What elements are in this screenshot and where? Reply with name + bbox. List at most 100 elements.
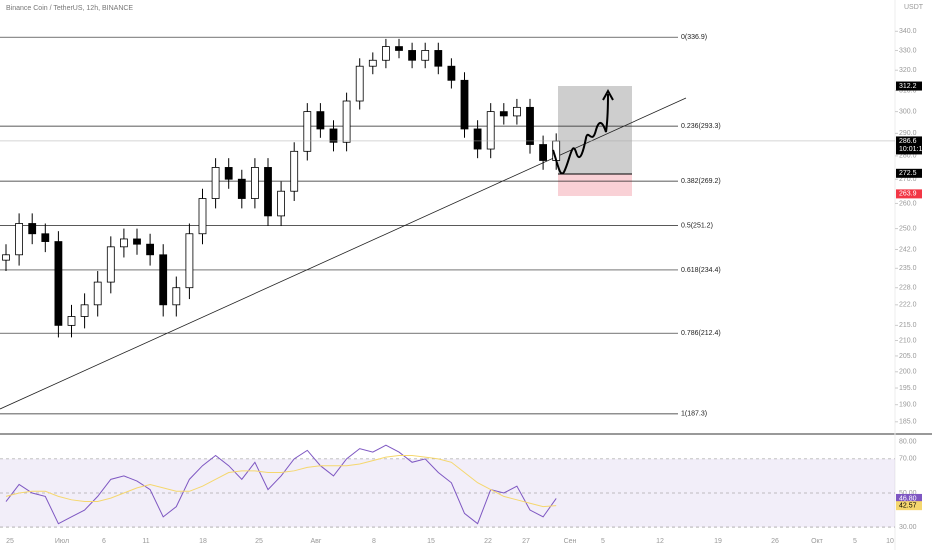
price-marker-label: 286.6 (899, 138, 917, 145)
candle-body (172, 287, 181, 306)
candle-body (2, 254, 10, 261)
price-marker (896, 81, 922, 91)
y-tick-label: 205.0 (899, 353, 917, 360)
projection-arrowhead (602, 88, 614, 101)
fib-label: 0.5(251.2) (681, 222, 713, 229)
candle-body (499, 111, 508, 117)
trendline (0, 97, 687, 410)
rsi-line (5, 454, 557, 508)
fib-label: 0.382(269.2) (681, 178, 721, 185)
candle-body (381, 46, 390, 61)
y-tick-label: 270.0 (899, 176, 917, 183)
candle-body (146, 243, 155, 256)
candle-body (303, 111, 312, 152)
price-marker-label: 272.5 (899, 170, 917, 177)
projection-path (552, 93, 609, 175)
x-tick-label: Сен (564, 538, 577, 545)
y-tick-label: 215.0 (899, 322, 917, 329)
candle-body (277, 190, 286, 217)
fib-label: 0.786(212.4) (681, 330, 721, 337)
candle-body (447, 65, 456, 81)
candle-body (395, 46, 403, 51)
candle-body (355, 65, 364, 102)
x-tick-label: 26 (771, 538, 779, 545)
y-tick-label: 280.0 (899, 153, 917, 160)
x-tick-label: 18 (199, 538, 207, 545)
candle-body (237, 178, 246, 199)
y-tick-label: 242.0 (899, 246, 917, 253)
rsi-line (5, 444, 557, 525)
x-tick-label: 6 (102, 538, 106, 545)
candle-body (264, 167, 272, 217)
y-tick-label: 190.0 (899, 402, 917, 409)
candle-body (539, 144, 547, 161)
candle-body (224, 167, 233, 180)
rsi-tick-label: 70.00 (899, 456, 917, 463)
rsi-marker (896, 493, 922, 503)
y-tick-label: 210.0 (899, 337, 917, 344)
y-tick-label: 340.0 (899, 28, 917, 35)
candle-body (211, 167, 220, 199)
x-tick-label: 5 (601, 538, 605, 545)
candle-body (342, 100, 351, 143)
y-tick-label: 310.0 (899, 87, 917, 94)
y-tick-label: 290.0 (899, 130, 917, 137)
candle-body (526, 106, 534, 145)
fib-label: 0(336.9) (681, 34, 707, 41)
x-tick-label: Окт (811, 538, 824, 545)
candle-body (460, 79, 469, 130)
fib-label: 0.236(293.3) (681, 123, 721, 130)
candle-body (67, 316, 76, 326)
chart-title: Binance Coin / TetherUS, 12h, BINANCE (6, 5, 133, 12)
candle-body (368, 59, 377, 67)
x-tick-label: 15 (427, 538, 435, 545)
x-tick-label: Июл (55, 538, 69, 545)
candle-body (198, 198, 207, 235)
y-tick-label: 195.0 (899, 385, 917, 392)
candle-body (41, 233, 50, 242)
candle-body (250, 167, 259, 199)
price-marker (896, 168, 922, 178)
rsi-marker (896, 501, 922, 511)
price-marker-label: 312.2 (899, 83, 917, 90)
candle-body (120, 238, 128, 248)
candle-body (408, 50, 417, 61)
candle-body (15, 223, 24, 256)
rsi-marker-label: 46.80 (899, 495, 917, 502)
candle-body (80, 304, 89, 317)
countdown-label: 10:01:18 (899, 146, 926, 153)
x-tick-label: 25 (6, 538, 14, 545)
x-tick-label: 8 (372, 538, 376, 545)
y-tick-label: 235.0 (899, 265, 917, 272)
rsi-tick-label: 50.00 (899, 490, 917, 497)
y-tick-label: 320.0 (899, 67, 917, 74)
y-tick-label: 228.0 (899, 285, 917, 292)
y-tick-label: 185.0 (899, 419, 917, 426)
x-tick-label: 12 (656, 538, 664, 545)
candle-body (54, 241, 63, 326)
x-tick-label: 22 (484, 538, 492, 545)
x-tick-label: 19 (714, 538, 722, 545)
x-tick-label: 27 (522, 538, 530, 545)
fib-label: 1(187.3) (681, 411, 707, 418)
y-tick-label: 330.0 (899, 47, 917, 54)
candle-body (421, 50, 430, 61)
candle-body (28, 223, 37, 235)
candle-body (185, 233, 194, 289)
candle-body (93, 281, 102, 306)
price-marker (896, 189, 922, 199)
x-tick-label: 25 (255, 538, 263, 545)
candle-body (486, 111, 495, 150)
candle-body (513, 106, 521, 117)
candle-body (329, 128, 338, 143)
candle-body (133, 238, 141, 245)
candle-body (473, 128, 482, 150)
candle-body (290, 150, 299, 192)
candle-body (316, 111, 325, 130)
candle-body (106, 246, 115, 283)
x-tick-label: Авг (311, 538, 322, 545)
rsi-marker-label: 42.57 (899, 503, 917, 510)
currency-label: USDT (904, 4, 924, 11)
